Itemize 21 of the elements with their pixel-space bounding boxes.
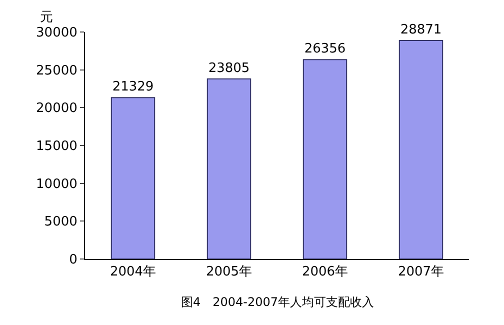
x-tick-label: 2005年 <box>206 264 252 280</box>
y-tick-label: 15000 <box>36 139 78 154</box>
text: 图4 2004-2007年人均可支配收入 <box>181 295 374 309</box>
y-tick-label: 30000 <box>36 26 78 41</box>
y-axis-title: 元 <box>40 10 53 25</box>
y-tick-label: 0 <box>69 252 78 268</box>
data-label: 26356 <box>304 42 346 57</box>
x-tick-label: 2004年 <box>110 264 156 280</box>
data-label: 23805 <box>208 60 250 76</box>
y-tick-label: 10000 <box>36 176 78 192</box>
data-label: 21329 <box>112 80 154 95</box>
x-tick-label: 2006年 <box>302 264 348 280</box>
data-label: 28871 <box>400 22 442 38</box>
y-tick-label: 5000 <box>44 214 78 230</box>
x-tick-label: 2007年 <box>398 264 444 280</box>
y-tick-label: 25000 <box>36 63 78 78</box>
y-tick-label: 20000 <box>36 101 78 116</box>
bar <box>110 97 156 259</box>
bar <box>398 40 444 259</box>
bar <box>206 78 252 259</box>
bar <box>302 59 348 259</box>
